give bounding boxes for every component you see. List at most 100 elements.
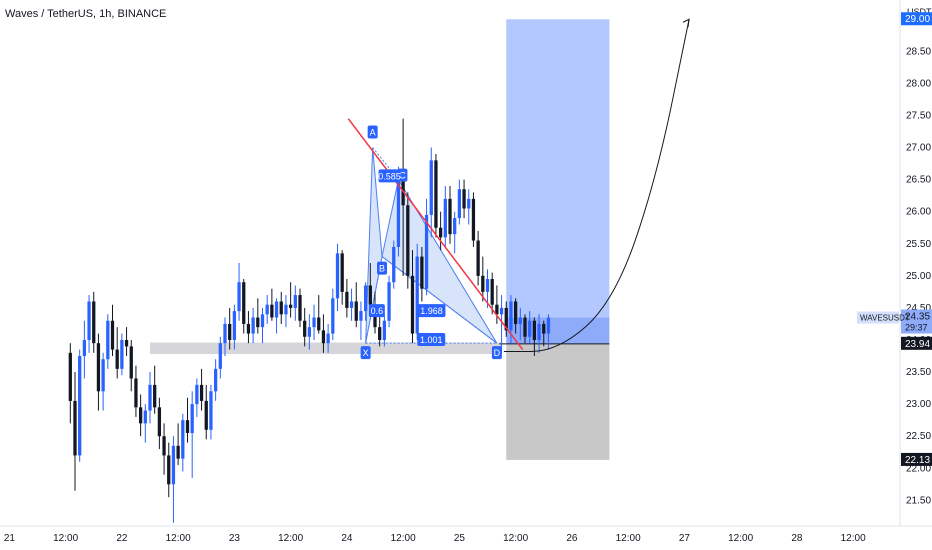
candle-body[interactable] [246, 323, 251, 334]
candle-body[interactable] [148, 384, 152, 411]
candle-body[interactable] [270, 304, 274, 318]
candle-body[interactable] [335, 253, 340, 299]
candle-body[interactable] [504, 307, 508, 331]
candle-body[interactable] [382, 320, 387, 340]
candle-body[interactable] [209, 391, 213, 430]
candle-body[interactable] [157, 407, 162, 437]
candle-body[interactable] [396, 179, 401, 247]
candle-body[interactable] [387, 282, 391, 321]
candle-body[interactable] [195, 384, 199, 405]
candle-body[interactable] [312, 317, 316, 328]
candle-body[interactable] [345, 291, 349, 308]
candle-body[interactable] [410, 275, 415, 334]
candle-body[interactable] [204, 400, 208, 430]
candle-body[interactable] [129, 346, 133, 379]
candle-body[interactable] [251, 317, 255, 334]
candle-body[interactable] [284, 304, 288, 315]
candle-body[interactable] [542, 323, 546, 334]
candle-body[interactable] [134, 378, 138, 408]
candle-body[interactable] [481, 275, 485, 292]
candle-body[interactable] [199, 384, 204, 401]
candle-body[interactable] [537, 323, 541, 340]
candle-body[interactable] [213, 368, 218, 392]
candle-body[interactable] [87, 301, 91, 340]
candle-body[interactable] [176, 445, 180, 459]
candle-body[interactable] [228, 323, 232, 340]
candle-body[interactable] [256, 317, 260, 328]
candle-body[interactable] [78, 356, 82, 456]
candle-body[interactable] [495, 304, 499, 315]
candle-body[interactable] [237, 282, 241, 312]
candle-body[interactable] [326, 333, 330, 344]
candle-body[interactable] [242, 282, 246, 324]
candle-body[interactable] [167, 455, 171, 485]
candle-body[interactable] [218, 343, 222, 369]
candle-body[interactable] [490, 279, 494, 305]
candle-body[interactable] [331, 298, 335, 334]
candle-body[interactable] [406, 205, 410, 276]
candle-body[interactable] [509, 301, 513, 331]
candle-body[interactable] [260, 314, 265, 328]
candle-body[interactable] [274, 301, 279, 318]
candle-body[interactable] [471, 198, 476, 241]
candle-body[interactable] [438, 227, 443, 238]
candle-body[interactable] [288, 304, 293, 308]
candle-body[interactable] [120, 339, 124, 369]
candle-body[interactable] [321, 330, 326, 344]
candle-body[interactable] [448, 198, 452, 235]
candle-body[interactable] [82, 339, 87, 357]
candle-body[interactable] [115, 349, 119, 369]
candle-body[interactable] [153, 384, 157, 408]
candle-body[interactable] [532, 320, 537, 340]
candle-body[interactable] [106, 320, 110, 360]
candle-body[interactable] [457, 189, 462, 219]
candle-body[interactable] [513, 301, 518, 324]
candle-body[interactable] [429, 160, 433, 215]
candle-body[interactable] [546, 317, 551, 334]
candle-body[interactable] [162, 436, 166, 456]
candle-body[interactable] [181, 420, 185, 459]
candle-body[interactable] [138, 407, 143, 424]
candle-body[interactable] [354, 301, 358, 321]
candle-body[interactable] [443, 198, 447, 238]
candle-body[interactable] [68, 352, 72, 401]
candle-body[interactable] [232, 311, 237, 340]
candle-body[interactable] [293, 295, 297, 308]
candle-body[interactable] [298, 295, 302, 321]
candle-body[interactable] [424, 214, 429, 289]
candle-body[interactable] [110, 320, 115, 350]
candle-body[interactable] [528, 320, 532, 337]
candle-body[interactable] [143, 410, 147, 424]
candle-body[interactable] [307, 327, 312, 337]
candle-body[interactable] [265, 304, 269, 315]
candle-body[interactable] [485, 279, 490, 292]
candle-body[interactable] [415, 256, 419, 334]
candle-body[interactable] [317, 317, 321, 331]
candle-body[interactable] [223, 323, 227, 344]
candle-body[interactable] [368, 285, 372, 305]
candle-body[interactable] [92, 301, 96, 344]
candle-body[interactable] [476, 240, 480, 276]
candle-body[interactable] [279, 301, 283, 315]
candle-body[interactable] [124, 339, 129, 347]
candle-body[interactable] [185, 420, 190, 433]
candle-body[interactable] [340, 253, 344, 292]
candle-body[interactable] [96, 343, 101, 392]
candle-body[interactable] [101, 359, 105, 392]
candle-body[interactable] [434, 160, 438, 228]
candle-body[interactable] [349, 301, 354, 308]
candle-body[interactable] [303, 320, 307, 337]
red-trendline[interactable] [347, 118, 524, 351]
candle-body[interactable] [453, 218, 457, 235]
candle-body[interactable] [190, 404, 194, 433]
candle-body[interactable] [73, 400, 77, 456]
candle-body[interactable] [392, 246, 396, 283]
candle-body[interactable] [363, 285, 368, 312]
candle-body[interactable] [499, 307, 504, 315]
candle-body[interactable] [378, 327, 382, 340]
candle-body[interactable] [518, 317, 522, 324]
candle-body[interactable] [462, 189, 466, 209]
candle-body[interactable] [359, 311, 363, 321]
candle-body[interactable] [171, 445, 176, 485]
